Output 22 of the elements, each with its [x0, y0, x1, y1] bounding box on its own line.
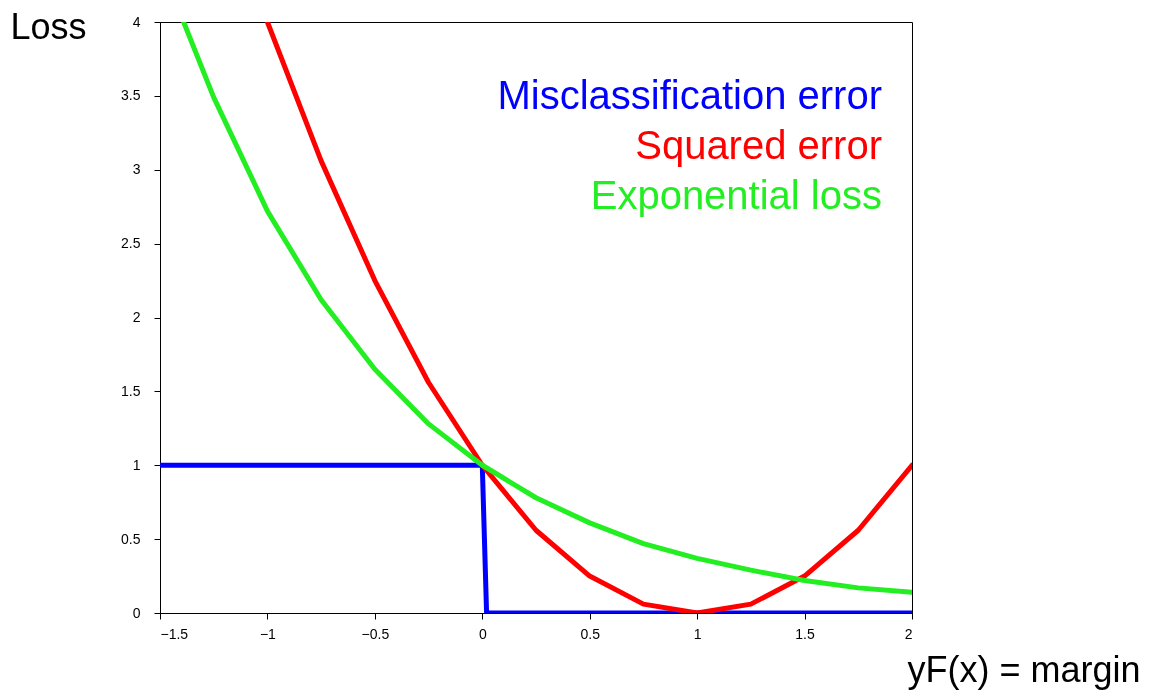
y-tick-label: 3 [132, 161, 141, 178]
y-tick-label: 1 [132, 456, 141, 473]
x-tick-label: −0.5 [361, 625, 390, 642]
text: Misclassification error [497, 73, 882, 117]
y-tick-label: 0.5 [121, 530, 141, 547]
x-axis-title: yF(x) = margin [907, 648, 1141, 690]
text: Squared error [635, 123, 882, 167]
x-tick-label: 0 [478, 625, 487, 642]
y-tick-label: 1.5 [121, 382, 141, 399]
x-tick-label: 1 [693, 625, 702, 642]
x-tick-label: 2 [904, 625, 913, 642]
y-tick-label: 2.5 [121, 235, 141, 252]
y-tick-label: 0 [132, 604, 141, 621]
y-tick-label: 3.5 [121, 87, 141, 104]
x-tick-label: 1.5 [795, 625, 816, 642]
y-tick-label: 4 [132, 13, 141, 30]
y-tick-label: 2 [132, 309, 141, 325]
x-tick-label: −1.5 [160, 625, 189, 642]
text: Exponential loss [590, 173, 882, 217]
y-axis-title: Loss [10, 5, 87, 47]
x-tick-label: 0.5 [580, 625, 601, 642]
x-tick-label: −1 [259, 625, 277, 642]
